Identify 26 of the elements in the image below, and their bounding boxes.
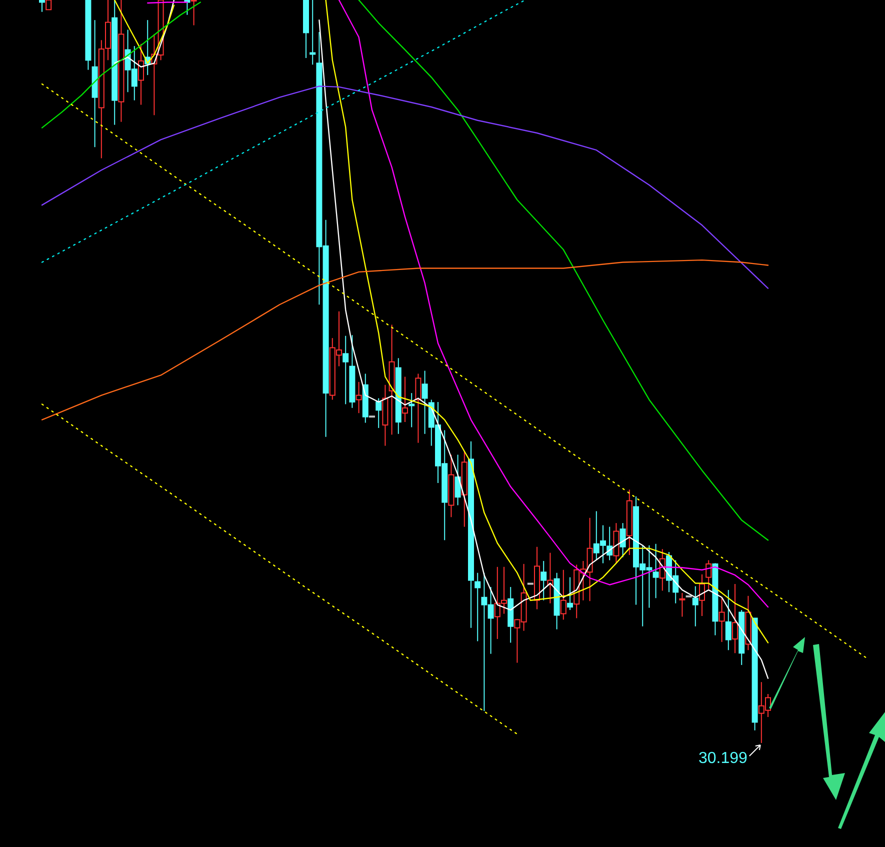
candlestick [376,398,382,428]
candlestick [692,586,698,627]
candlestick [718,598,725,642]
candlestick [699,574,705,616]
candlestick [732,584,738,654]
candlestick [540,560,547,601]
candlestick [39,0,45,12]
candlestick [454,454,461,506]
candlestick [46,0,52,10]
text: 30.199 [698,750,748,767]
candlestick [342,335,349,405]
candlestick [620,522,626,558]
candlestick [415,373,422,444]
candlestick [652,543,659,599]
candlestick [138,43,144,106]
candlestick [402,376,408,423]
candlestick [356,381,362,414]
candlestick [190,0,197,26]
candlestick [560,569,566,620]
candlestick [408,392,415,428]
candlestick [422,370,428,434]
candlestick [725,589,732,651]
candlestick [474,572,481,642]
candlestick [706,560,712,590]
candlestick [567,576,573,611]
candlestick [679,592,686,618]
